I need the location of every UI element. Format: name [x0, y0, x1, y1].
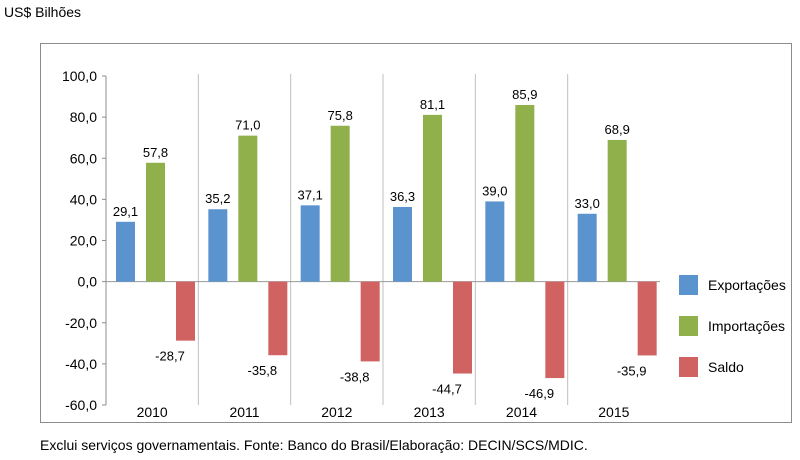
footnote: Exclui serviços governamentais. Fonte: B…: [40, 437, 588, 453]
bar-importacoes: [423, 114, 442, 282]
legend-swatch: [679, 357, 698, 377]
bar-importacoes: [607, 139, 627, 282]
x-category-label: 2010: [137, 404, 168, 420]
data-label: 68,9: [605, 122, 630, 137]
x-category-label: 2013: [414, 404, 445, 420]
data-label: -28,7: [155, 349, 185, 364]
y-tick-label: 20,0: [70, 233, 97, 249]
legend-swatch: [679, 316, 698, 336]
data-label: -44,7: [432, 382, 462, 397]
bar-exportacoes: [300, 205, 320, 282]
y-tick-label: 0,0: [78, 274, 98, 290]
bar-importacoes: [330, 125, 350, 282]
y-tick-label: 60,0: [70, 150, 97, 166]
legend-label: Saldo: [708, 359, 744, 375]
bar-exportacoes: [577, 213, 597, 282]
x-category-label: 2011: [229, 404, 259, 420]
data-label: -35,9: [617, 363, 647, 378]
bar-importacoes: [238, 135, 258, 282]
bar-importacoes: [146, 162, 165, 282]
bar-saldo: [268, 281, 288, 356]
legend-label: Exportações: [708, 277, 786, 293]
legend-label: Importações: [708, 318, 785, 334]
y-tick-label: 40,0: [70, 191, 97, 207]
y-tick-label: 100,0: [62, 68, 97, 84]
data-label: -38,8: [340, 369, 370, 384]
x-category-label: 2015: [598, 404, 629, 420]
data-label: -46,9: [525, 386, 555, 401]
data-label: 33,0: [575, 196, 600, 211]
data-label: 81,1: [420, 97, 445, 112]
x-category-label: 2014: [506, 404, 537, 420]
bar-saldo: [453, 281, 472, 374]
data-label: 36,3: [390, 189, 415, 204]
legend-swatch: [679, 275, 698, 295]
bar-exportacoes: [393, 206, 412, 282]
data-label: 37,1: [298, 187, 323, 202]
y-tick-label: 80,0: [70, 109, 97, 125]
bar-exportacoes: [116, 221, 135, 282]
data-label: 39,0: [482, 183, 507, 198]
data-label: 35,2: [205, 191, 230, 206]
bar-exportacoes: [208, 209, 228, 282]
data-label: 57,8: [143, 145, 168, 160]
unit-label: US$ Bilhões: [4, 4, 82, 20]
data-label: 29,1: [113, 204, 138, 219]
data-label: -35,8: [248, 363, 278, 378]
data-label: 85,9: [512, 87, 537, 102]
bar-saldo: [637, 281, 657, 356]
x-category-label: 2012: [321, 404, 352, 420]
data-label: 75,8: [328, 108, 353, 123]
chart-frame: [40, 43, 792, 423]
data-label: 71,0: [235, 118, 260, 133]
y-tick-label: -20,0: [65, 315, 97, 331]
bar-exportacoes: [485, 201, 505, 282]
bar-saldo: [360, 281, 380, 362]
bar-importacoes: [515, 104, 535, 282]
y-tick-label: -40,0: [65, 356, 97, 372]
bar-saldo: [176, 281, 195, 341]
y-tick-label: -60,0: [65, 397, 97, 413]
bar-saldo: [545, 281, 565, 379]
